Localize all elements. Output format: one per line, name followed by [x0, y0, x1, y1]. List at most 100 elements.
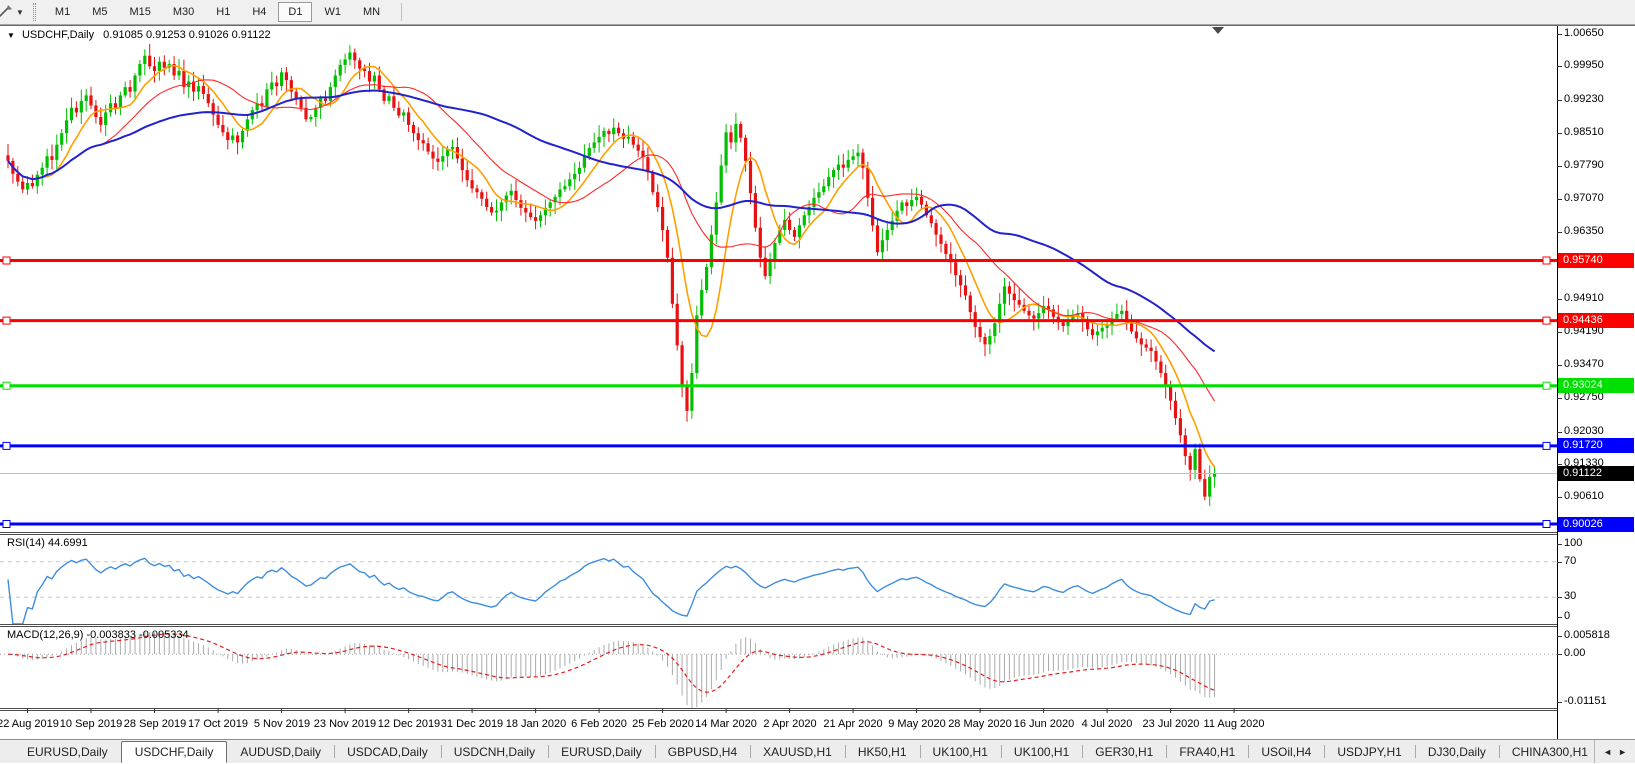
timeframe-button-d1[interactable]: D1: [278, 2, 313, 22]
price-axis-label: 0.94910: [1557, 292, 1604, 304]
hline-0.91720[interactable]: [0, 441, 1557, 450]
chart-tab-ger30-h1[interactable]: GER30,H1: [1082, 740, 1166, 763]
price-axis-label: 0.92750: [1557, 391, 1604, 403]
tab-scroll-right-icon[interactable]: ►: [1618, 746, 1627, 757]
date-label: 11 Aug 2020: [1203, 718, 1265, 730]
hline-0.94436[interactable]: [0, 316, 1557, 325]
macd-label: MACD(12,26,9) -0.003833 -0.005334: [7, 629, 189, 641]
ma-fast-line: [7, 64, 1216, 468]
date-label: 23 Jul 2020: [1142, 718, 1200, 730]
hline-price-flag: 0.93024: [1558, 378, 1634, 393]
price-axis-label: 0.92030: [1557, 425, 1604, 437]
chart-tab-dj30-daily[interactable]: DJ30,Daily: [1414, 740, 1499, 763]
chart-tab-usdcad-daily[interactable]: USDCAD,Daily: [334, 740, 441, 763]
timeframe-button-m30[interactable]: M30: [163, 2, 204, 22]
hline-price-flag: 0.95740: [1558, 253, 1634, 268]
pane-separator[interactable]: [0, 532, 1557, 535]
chart-tab-usoil-h4[interactable]: USOil,H4: [1248, 740, 1324, 763]
date-label: 5 Nov 2019: [253, 718, 311, 730]
chart-window: ▼ USDCHF,Daily 0.91085 0.91253 0.91026 0…: [0, 25, 1635, 739]
price-axis-label: 0.99950: [1557, 59, 1604, 71]
drawing-tool-icon: [0, 5, 12, 18]
chart-tab-china300-h1[interactable]: CHINA300,H1: [1498, 740, 1594, 763]
rsi-line: [7, 557, 1215, 624]
chart-tab-usdcnh-daily[interactable]: USDCNH,Daily: [440, 740, 548, 763]
chart-title: ▼ USDCHF,Daily 0.91085 0.91253 0.91026 0…: [7, 29, 277, 41]
main-price-pane[interactable]: [0, 26, 1557, 532]
timeframe-button-w1[interactable]: W1: [314, 2, 351, 22]
price-axis-label: 100: [1556, 537, 1583, 549]
tab-scroll-buttons: ◄ ►: [1594, 740, 1635, 763]
timeframe-buttons: M1 M5 M15 M30 H1 H4 D1 W1 MN: [44, 0, 391, 25]
date-label: 23 Nov 2019: [313, 718, 377, 730]
date-label: 10 Sep 2019: [59, 718, 123, 730]
date-label: 18 Jan 2020: [505, 718, 567, 730]
hline-price-flag: 0.94436: [1558, 313, 1634, 328]
price-axis-label: 0.97790: [1557, 159, 1604, 171]
candles-layer: [6, 43, 1217, 506]
time-axis[interactable]: [0, 708, 1557, 736]
timeframe-button-mn[interactable]: MN: [353, 2, 390, 22]
date-label: 6 Feb 2020: [571, 718, 627, 730]
price-axis-label: 0.96350: [1557, 225, 1604, 237]
tab-scroll-left-icon[interactable]: ◄: [1603, 746, 1613, 757]
ma-slow-line: [7, 89, 1216, 353]
chart-shift-marker-icon: [1212, 27, 1224, 34]
dropdown-caret-icon: ▼: [16, 7, 24, 17]
timeframe-button-m1[interactable]: M1: [45, 2, 80, 22]
date-label: 9 May 2020: [888, 718, 946, 730]
pane-separator[interactable]: [0, 708, 1557, 711]
date-label: 28 May 2020: [948, 718, 1012, 730]
drawing-tool-button[interactable]: ▼: [0, 2, 27, 22]
toolbar-drag-grip[interactable]: [32, 3, 36, 21]
date-label: 17 Oct 2019: [188, 718, 248, 730]
timeframe-button-h4[interactable]: H4: [242, 2, 276, 22]
hline-0.93024[interactable]: [0, 381, 1557, 390]
price-axis-line: [1557, 26, 1558, 739]
chart-menu-icon[interactable]: ▼: [7, 31, 15, 40]
price-axis-label: -0.01151: [1557, 695, 1607, 707]
toolbar-separator: [401, 3, 403, 21]
chart-tabs: EURUSD,Daily USDCHF,Daily AUDUSD,Daily USDC…: [0, 740, 1594, 763]
price-axis-label: 0.90610: [1557, 490, 1604, 502]
chart-tab-xauusd-h1[interactable]: XAUUSD,H1: [750, 740, 845, 763]
timeframe-toolbar: ▼ M1 M5 M15 M30 H1 H4 D1 W1 MN: [0, 0, 1635, 25]
price-axis-label: 30: [1556, 590, 1577, 602]
chart-tab-bar: EURUSD,Daily USDCHF,Daily AUDUSD,Daily USDC…: [0, 739, 1635, 763]
rsi-pane[interactable]: [0, 535, 1557, 624]
price-axis-label: 0.93470: [1557, 358, 1604, 370]
date-label: 31 Dec 2019: [440, 718, 504, 730]
price-axis[interactable]: 1.00650 0.99950 0.99230 0.98510 0.97790 0.970…: [1556, 26, 1635, 739]
timeframe-button-h1[interactable]: H1: [206, 2, 240, 22]
price-axis-label: 70: [1556, 555, 1577, 567]
macd-histogram: [12, 632, 1216, 708]
hline-0.90026[interactable]: [0, 520, 1557, 528]
rsi-label: RSI(14) 44.6991: [7, 537, 88, 549]
hline-price-flag: 0.91720: [1558, 438, 1634, 453]
chart-tab-hk50-h1[interactable]: HK50,H1: [844, 740, 920, 763]
price-axis-label: 0: [1556, 610, 1571, 622]
chart-tab-eurusd-daily[interactable]: EURUSD,Daily: [27, 744, 108, 759]
price-axis-label: 1.00650: [1557, 27, 1604, 39]
timeframe-button-m15[interactable]: M15: [119, 2, 160, 22]
chart-tab-gbpusd-h4[interactable]: GBPUSD,H4: [654, 740, 750, 763]
price-axis-label: 0.97070: [1557, 192, 1604, 204]
chart-tab-audusd-daily[interactable]: AUDUSD,Daily: [240, 744, 322, 759]
chart-symbol-period: USDCHF,Daily: [21, 29, 95, 41]
macd-pane[interactable]: [0, 627, 1557, 708]
chart-tab-uk100-h1[interactable]: UK100,H1: [919, 740, 1001, 763]
chart-tab-fra40-h1[interactable]: FRA40,H1: [1166, 740, 1248, 763]
hline-0.95740[interactable]: [0, 256, 1557, 265]
date-label: 21 Apr 2020: [823, 718, 883, 730]
chart-ohlc-values: 0.91085 0.91253 0.91026 0.91122: [103, 29, 271, 41]
pane-separator[interactable]: [0, 624, 1557, 627]
date-label: 12 Dec 2019: [377, 718, 441, 730]
chart-tab-eurusd-daily[interactable]: EURUSD,Daily: [548, 740, 655, 763]
chart-tab-usdjpy-h1[interactable]: USDJPY,H1: [1324, 740, 1414, 763]
chart-tab-usdchf-daily[interactable]: USDCHF,Daily: [120, 741, 228, 763]
timeframe-button-m5[interactable]: M5: [82, 2, 117, 22]
date-label: 14 Mar 2020: [695, 718, 757, 730]
price-axis-label: 0.94190: [1557, 325, 1604, 337]
chart-tab-uk100-h1[interactable]: UK100,H1: [1000, 740, 1082, 763]
